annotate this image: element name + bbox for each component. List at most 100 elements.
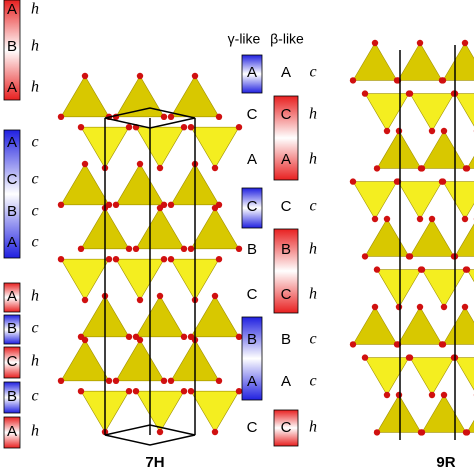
stacking-symbol: c bbox=[31, 171, 38, 188]
layer-letter: A bbox=[7, 288, 17, 305]
atom bbox=[235, 245, 243, 252]
polytype-label: 7H bbox=[145, 454, 164, 471]
column-header: β-like bbox=[270, 31, 304, 47]
stacking-symbol: c bbox=[309, 64, 316, 81]
tetrahedron bbox=[352, 306, 398, 345]
atom bbox=[136, 72, 144, 80]
atom bbox=[112, 201, 120, 208]
stacking-symbol: c bbox=[31, 234, 38, 251]
layer-letter: B bbox=[7, 38, 17, 55]
atom bbox=[395, 303, 403, 311]
atom bbox=[125, 388, 133, 395]
box bbox=[3, 0, 21, 101]
atom bbox=[439, 341, 447, 348]
atom bbox=[440, 303, 448, 311]
atom bbox=[215, 256, 223, 263]
atom bbox=[112, 256, 120, 263]
tetrahedron bbox=[397, 181, 443, 220]
polytype-label: 9R bbox=[436, 454, 455, 471]
layer-letter: A bbox=[7, 79, 17, 96]
atom bbox=[81, 160, 89, 168]
atom bbox=[371, 215, 379, 223]
layer-letter: A bbox=[7, 1, 17, 18]
box bbox=[273, 95, 299, 181]
stacking-symbol: h bbox=[31, 288, 39, 305]
atom bbox=[156, 204, 164, 212]
atom bbox=[125, 333, 133, 340]
stacking-symbol: h bbox=[309, 419, 317, 436]
atom bbox=[373, 266, 381, 273]
tetrahedron bbox=[135, 390, 185, 433]
atom bbox=[77, 245, 85, 252]
tetrahedron bbox=[115, 258, 165, 301]
atom bbox=[349, 341, 357, 348]
atom bbox=[373, 429, 381, 436]
tetrahedron bbox=[364, 93, 410, 132]
atom bbox=[235, 333, 243, 340]
atom bbox=[160, 256, 168, 263]
stacking-symbol: h bbox=[31, 79, 39, 96]
layer-letter: A bbox=[7, 234, 17, 251]
box bbox=[3, 129, 21, 259]
tetrahedron bbox=[115, 163, 165, 206]
atom bbox=[235, 388, 243, 395]
atom bbox=[136, 336, 144, 344]
box bbox=[273, 228, 299, 314]
tetrahedron bbox=[397, 42, 443, 81]
box bbox=[3, 346, 21, 379]
atom bbox=[81, 72, 89, 80]
beta-letter: C bbox=[281, 106, 292, 123]
atom bbox=[349, 77, 357, 84]
stacking-symbol: h bbox=[309, 241, 317, 258]
atom bbox=[105, 377, 113, 384]
tetrahedron bbox=[442, 181, 474, 220]
atom bbox=[167, 113, 175, 121]
atom bbox=[371, 303, 379, 311]
atom bbox=[112, 377, 120, 384]
atom bbox=[395, 391, 403, 399]
tetrahedron bbox=[352, 181, 398, 220]
atom bbox=[167, 256, 175, 263]
beta-letter: C bbox=[281, 419, 292, 436]
atom bbox=[156, 428, 164, 436]
atom bbox=[167, 377, 175, 384]
atom bbox=[180, 388, 188, 395]
gamma-letter: B bbox=[247, 331, 257, 348]
crystal-structures bbox=[57, 39, 474, 446]
tetrahedron bbox=[466, 419, 474, 433]
stacking-symbol: c bbox=[309, 331, 316, 348]
atom bbox=[180, 124, 188, 131]
stacking-symbol: h bbox=[309, 151, 317, 168]
atom bbox=[439, 77, 447, 84]
atom bbox=[187, 245, 195, 252]
gamma-letter: A bbox=[247, 64, 257, 81]
tetrahedron bbox=[135, 295, 185, 338]
atom bbox=[428, 215, 436, 223]
atom bbox=[428, 391, 436, 399]
atom bbox=[416, 303, 424, 311]
atom bbox=[77, 124, 85, 131]
atom bbox=[136, 296, 144, 304]
tetrahedron bbox=[135, 207, 185, 250]
gamma-letter: C bbox=[247, 198, 258, 215]
stacking-symbol: h bbox=[309, 106, 317, 123]
stacking-symbol: h bbox=[309, 286, 317, 303]
column-header: γ-like bbox=[228, 31, 261, 47]
atom bbox=[406, 354, 414, 361]
stacking-symbol: c bbox=[309, 373, 316, 390]
atom bbox=[160, 377, 168, 384]
tetrahedron bbox=[115, 75, 165, 118]
tetrahedron bbox=[409, 218, 455, 257]
tetrahedron bbox=[409, 357, 455, 396]
atom bbox=[418, 266, 426, 273]
tetrahedron bbox=[442, 42, 474, 81]
atom bbox=[383, 127, 391, 135]
tetrahedron bbox=[135, 126, 185, 169]
atom bbox=[418, 429, 426, 436]
tetrahedron bbox=[376, 269, 422, 308]
tetrahedron bbox=[190, 295, 240, 338]
stacking-symbol: h bbox=[31, 423, 39, 440]
box bbox=[273, 409, 299, 447]
